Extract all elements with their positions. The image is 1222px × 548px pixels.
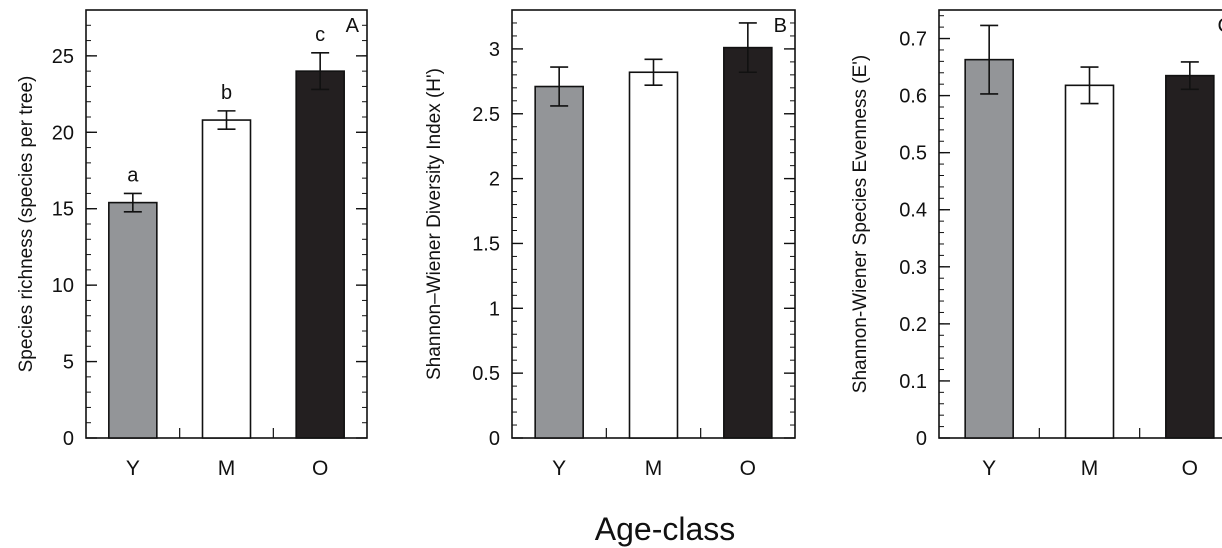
y-axis-label: Shannon–Wiener Diversity Index (H') bbox=[424, 68, 445, 380]
chart-panel-c: 0 0.1 0.2 0.3 0.4 0.5 0.6 0.7 Y M O C Shannon-Wiener… bbox=[850, 9, 1222, 480]
chart-panel-b: 0 0.5 1 1.5 2 2.5 3 Y M O B Shannon–Wiener Diversit… bbox=[424, 9, 796, 480]
figure-x-axis-label: Age-class bbox=[595, 511, 736, 547]
y-tick-label: 0 bbox=[916, 428, 927, 450]
y-tick-label: 0.5 bbox=[899, 143, 927, 165]
y-tick-label: 0 bbox=[489, 428, 500, 450]
panel-letter: C bbox=[1218, 15, 1222, 37]
bar-y bbox=[108, 201, 158, 439]
bar-y bbox=[534, 85, 584, 439]
significance-letter: c bbox=[315, 24, 325, 46]
significance-letter: a bbox=[127, 164, 139, 186]
chart-panel-a: 0 5 10 15 20 25 Ya Mb Oc A Species richness (speci… bbox=[16, 9, 368, 480]
x-tick-label: M bbox=[218, 457, 236, 480]
y-tick-label: 0.6 bbox=[899, 86, 927, 108]
significance-letter: b bbox=[221, 82, 232, 104]
y-axis-label: Shannon-Wiener Species Evenness (E') bbox=[850, 55, 871, 393]
y-tick-label: 2 bbox=[489, 169, 500, 191]
y-tick-label: 0.7 bbox=[899, 29, 927, 51]
x-tick-label: O bbox=[312, 457, 328, 480]
y-tick-label: 0.1 bbox=[899, 371, 927, 393]
y-tick-label: 0.2 bbox=[899, 314, 927, 336]
x-tick-label: Y bbox=[126, 457, 140, 480]
y-tick-label: 15 bbox=[52, 199, 74, 221]
bar-m bbox=[201, 119, 252, 439]
x-tick-label: Y bbox=[552, 457, 566, 480]
panel-letter: B bbox=[774, 15, 787, 37]
bar-y bbox=[964, 58, 1014, 439]
bar-m bbox=[628, 71, 679, 439]
y-tick-label: 2.5 bbox=[472, 104, 500, 126]
y-tick-label: 0.4 bbox=[899, 200, 927, 222]
y-axis-label: Species richness (species per tree) bbox=[16, 76, 37, 373]
x-tick-label: O bbox=[740, 457, 756, 480]
bar-m bbox=[1064, 84, 1115, 439]
bar-o bbox=[723, 46, 773, 439]
y-tick-label: 5 bbox=[63, 352, 74, 374]
x-tick-label: O bbox=[1182, 457, 1198, 480]
y-tick-label: 0.3 bbox=[899, 257, 927, 279]
x-tick-label: Y bbox=[982, 457, 996, 480]
y-tick-label: 0.5 bbox=[472, 363, 500, 385]
bar-o bbox=[295, 70, 345, 439]
y-tick-label: 1 bbox=[489, 298, 500, 320]
y-tick-label: 0 bbox=[63, 428, 74, 450]
panel-letter: A bbox=[346, 15, 360, 37]
y-tick-label: 1.5 bbox=[472, 233, 500, 255]
y-tick-label: 3 bbox=[489, 39, 500, 61]
y-tick-label: 25 bbox=[52, 46, 74, 68]
x-tick-label: M bbox=[645, 457, 663, 480]
y-tick-label: 20 bbox=[52, 122, 74, 144]
x-tick-label: M bbox=[1081, 457, 1099, 480]
bar-o bbox=[1165, 74, 1215, 439]
y-tick-label: 10 bbox=[52, 275, 74, 297]
